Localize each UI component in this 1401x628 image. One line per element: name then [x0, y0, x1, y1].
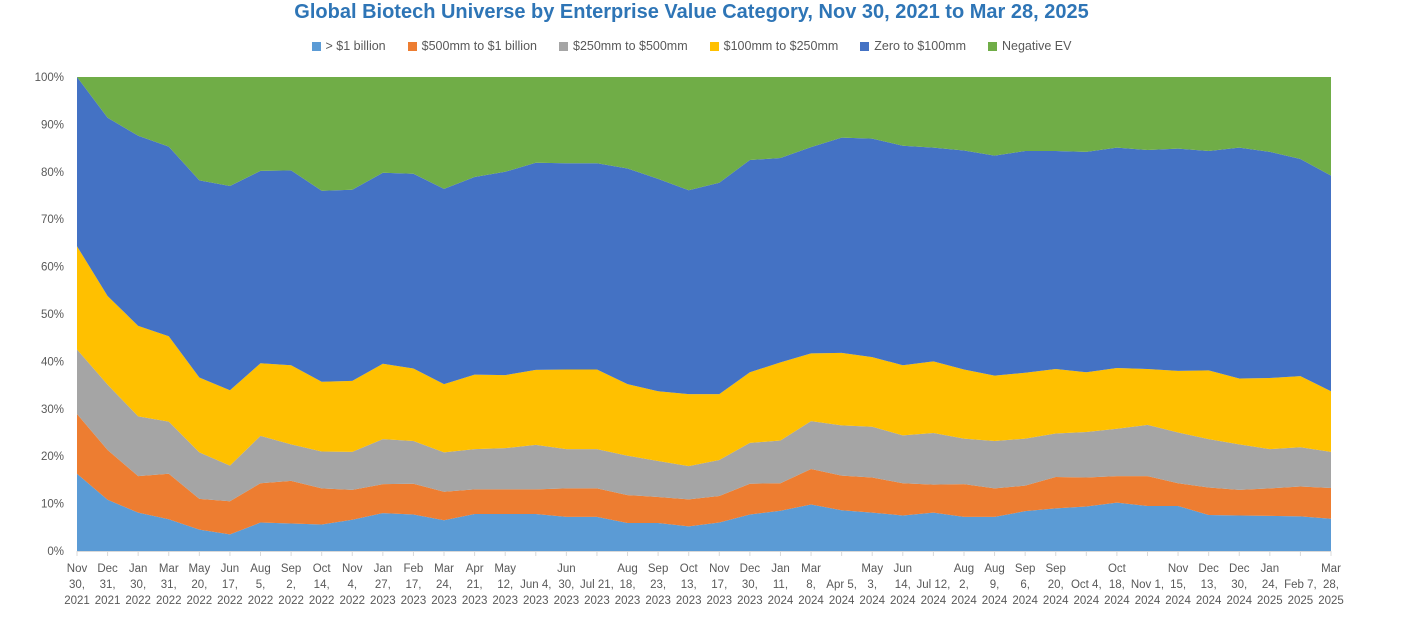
y-tick-label: 30%	[41, 404, 64, 416]
legend-swatch	[709, 41, 719, 51]
x-tick-label: Nov 1, 2024	[1131, 579, 1164, 607]
y-tick-label: 10%	[41, 499, 64, 511]
legend-swatch	[988, 41, 997, 51]
legend-swatch	[311, 41, 321, 51]
x-tick-label: Dec 30, 2023	[737, 563, 763, 607]
area-series-1	[77, 414, 1331, 535]
x-tick-label: Apr 21, 2023	[462, 563, 488, 607]
x-tick-label: Jan 11, 2024	[768, 563, 794, 607]
x-tick-label: Dec 13, 2024	[1196, 563, 1222, 607]
x-tick-label: Dec 30, 2024	[1226, 563, 1252, 607]
x-tick-label: May 3, 2024	[859, 563, 885, 607]
x-tick-label: Mar 24, 2023	[431, 563, 457, 607]
legend-label: $100mm to $250mm	[723, 39, 839, 53]
x-tick-label: Mar 28, 2025	[1318, 563, 1344, 607]
x-tick-label: Nov 30, 2021	[64, 563, 90, 607]
x-tick-label: Jun 30, 2023	[554, 563, 580, 607]
legend-label: $500mm to $1 billion	[421, 39, 537, 53]
x-tick-label: May 12, 2023	[492, 563, 518, 607]
x-tick-label: Jan 27, 2023	[370, 563, 396, 607]
x-tick-label: Mar 31, 2022	[156, 563, 182, 607]
area-series-0	[77, 473, 1331, 551]
area-series-5	[77, 77, 1331, 191]
x-tick-label: Aug 18, 2023	[615, 563, 641, 607]
x-tick-label: Sep 20, 2024	[1043, 563, 1069, 607]
legend-label: > $1 billion	[325, 39, 386, 53]
x-tick-label: Feb 7, 2025	[1284, 579, 1317, 607]
x-tick-label: Apr 5, 2024	[826, 579, 857, 607]
y-tick-label: 100%	[35, 72, 64, 84]
legend: > $1 billion $500mm to $1 billion $250mm t…	[0, 39, 1383, 53]
legend-item: $500mm to $1 billion	[407, 39, 537, 53]
area-series-4	[77, 77, 1331, 395]
x-tick-label: Oct 14, 2022	[309, 563, 335, 607]
x-tick-label: Aug 2, 2024	[951, 563, 977, 607]
chart-title: Global Biotech Universe by Enterprise Va…	[294, 1, 1089, 23]
x-tick-label: Mar 8, 2024	[798, 563, 824, 607]
y-tick-label: 0%	[47, 546, 64, 558]
area-series-2	[77, 349, 1331, 502]
legend-label: $250mm to $500mm	[573, 39, 688, 53]
legend-label: Zero to $100mm	[874, 39, 966, 53]
x-tick-label: Sep 23, 2023	[645, 563, 671, 607]
legend-item: Zero to $100mm	[860, 39, 966, 53]
x-tick-label: Sep 6, 2024	[1012, 563, 1038, 607]
legend-item: > $1 billion	[311, 39, 386, 53]
y-tick-label: 20%	[41, 451, 64, 463]
x-tick-label: Oct 18, 2024	[1104, 563, 1130, 607]
y-tick-label: 60%	[41, 262, 64, 274]
legend-swatch	[407, 41, 417, 51]
x-tick-label: Feb 17, 2023	[401, 563, 427, 607]
x-tick-label: Nov 17, 2023	[706, 563, 732, 607]
x-tick-label: Dec 31, 2021	[95, 563, 121, 607]
y-tick-label: 70%	[41, 214, 64, 226]
x-tick-label: Sep 2, 2022	[278, 563, 304, 607]
x-tick-label: Jul 12, 2024	[916, 579, 950, 607]
x-tick-label: May 20, 2022	[187, 563, 213, 607]
legend-item: $250mm to $500mm	[559, 39, 688, 53]
x-tick-label: Nov 4, 2022	[339, 563, 365, 607]
legend-item: Negative EV	[988, 39, 1071, 53]
x-tick-label: Jan 30, 2022	[125, 563, 151, 607]
legend-swatch	[559, 41, 568, 51]
x-tick-label: Jul 21, 2023	[580, 579, 614, 607]
legend-label: Negative EV	[1002, 39, 1072, 53]
x-tick-label: Nov 15, 2024	[1165, 563, 1191, 607]
x-tick-label: Jun 4, 2023	[520, 579, 551, 607]
legend-item: $100mm to $250mm	[709, 39, 839, 53]
legend-swatch	[860, 41, 870, 51]
y-tick-label: 40%	[41, 356, 64, 368]
x-tick-label: Aug 5, 2022	[248, 563, 274, 607]
y-tick-label: 80%	[41, 167, 64, 179]
x-tick-label: Jun 14, 2024	[890, 563, 916, 607]
y-tick-label: 50%	[41, 309, 64, 321]
x-tick-label: Oct 13, 2023	[676, 563, 702, 607]
x-tick-label: Aug 9, 2024	[982, 563, 1008, 607]
x-tick-label: Oct 4, 2024	[1071, 579, 1102, 607]
y-tick-label: 90%	[41, 119, 64, 131]
x-tick-label: Jun 17, 2022	[217, 563, 243, 607]
area-series-3	[77, 246, 1331, 467]
x-tick-label: Jan 24, 2025	[1257, 563, 1283, 607]
